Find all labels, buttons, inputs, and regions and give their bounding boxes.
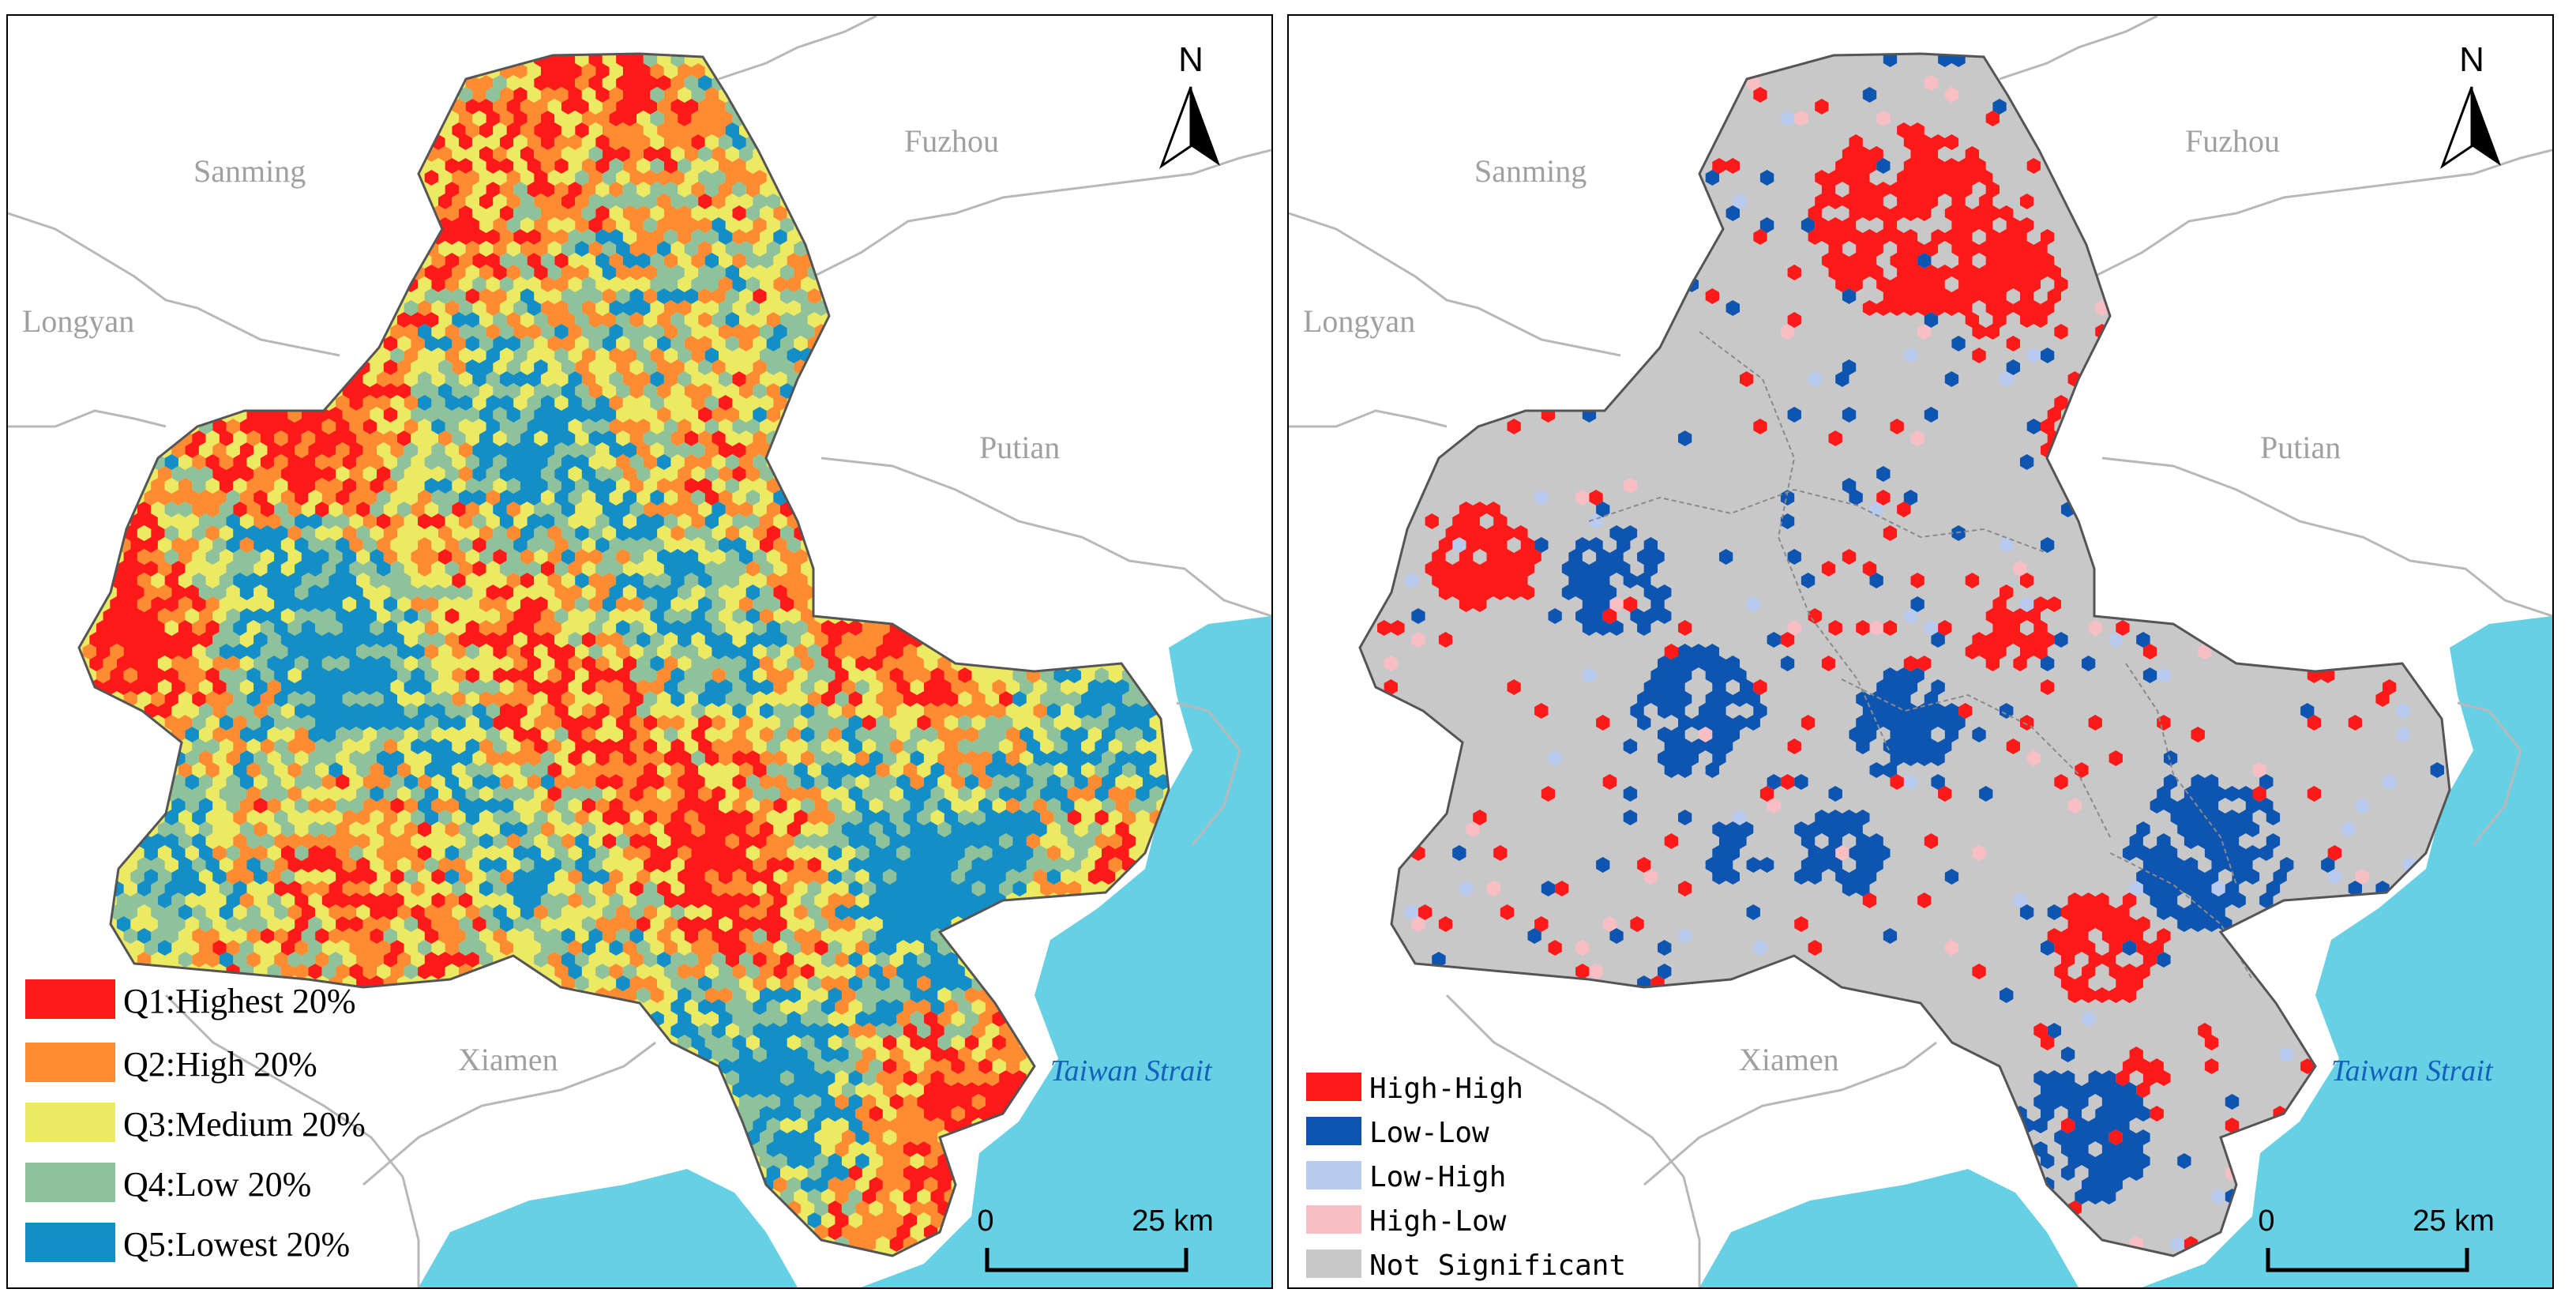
legend-swatch	[1306, 1117, 1361, 1145]
scale-end-label: 25 km	[2413, 1204, 2494, 1238]
legend-swatch	[25, 1103, 115, 1142]
legend: Q1:Highest 20% Q2:High 20% Q3:Medium 20%…	[25, 979, 366, 1264]
legend-label: Not Significant	[1369, 1250, 1626, 1282]
legend-label: Q5:Lowest 20%	[123, 1225, 350, 1264]
city-label-fuzhou: Fuzhou	[2185, 123, 2280, 159]
legend-item-q5: Q5:Lowest 20%	[25, 1223, 350, 1264]
legend-swatch	[25, 1223, 115, 1262]
north-letter: N	[1178, 40, 1204, 79]
north-arrow-icon	[2472, 87, 2501, 166]
scale-start-label: 0	[2258, 1204, 2274, 1238]
city-labels: Sanming Fuzhou Longyan Putian Xiamen	[1303, 123, 2341, 1077]
county-boundaries	[1588, 331, 2253, 980]
admin-boundaries	[8, 16, 1271, 1287]
legend-swatch	[25, 1163, 115, 1202]
legend-item-high-low: High-Low	[1306, 1205, 1507, 1238]
legend-label: High-High	[1369, 1073, 1523, 1105]
legend-label: Q2:High 20%	[123, 1045, 317, 1084]
legend-item-q4: Q4:Low 20%	[25, 1163, 311, 1204]
scale-bar-line	[985, 1248, 1188, 1272]
scale-bar: 0 25 km	[2258, 1204, 2495, 1272]
legend-swatch	[1306, 1250, 1361, 1278]
legend-item-high-high: High-High	[1306, 1073, 1523, 1105]
legend-label: Low-High	[1369, 1161, 1506, 1193]
map-panel-lisa: Sanming Fuzhou Longyan Putian Xiamen Tai…	[1287, 14, 2554, 1289]
hexagon-grid-quintiles	[82, 54, 1169, 1252]
hexagons-q2	[82, 63, 1164, 1252]
north-arrow-icon	[1191, 87, 1220, 166]
legend-label: Low-Low	[1369, 1117, 1489, 1149]
legend-swatch	[25, 1043, 115, 1082]
city-label-fuzhou: Fuzhou	[904, 123, 999, 159]
city-labels: Sanming Fuzhou Longyan Putian Xiamen	[22, 123, 1060, 1077]
strait-label: Taiwan Strait	[1050, 1054, 1213, 1088]
legend-item-q1: Q1:Highest 20%	[25, 979, 356, 1020]
hexagons-low-low	[1411, 54, 2444, 1204]
legend-swatch	[1306, 1073, 1361, 1101]
legend-swatch	[1306, 1205, 1361, 1234]
city-label-longyan: Longyan	[1303, 303, 1415, 339]
city-label-sanming: Sanming	[1474, 153, 1587, 189]
scale-bar-line	[2266, 1248, 2469, 1272]
city-label-putian: Putian	[979, 430, 1060, 465]
admin-boundaries	[1289, 16, 2552, 1287]
scale-bar: 0 25 km	[977, 1204, 1214, 1272]
legend-label: Q1:Highest 20%	[123, 982, 356, 1020]
legend-label: Q4:Low 20%	[123, 1165, 311, 1204]
city-label-xiamen: Xiamen	[1739, 1042, 1839, 1077]
hexagons-not-significant	[1363, 54, 2450, 1252]
hexagons-q5	[110, 75, 1169, 1228]
north-arrow: N	[1158, 40, 1220, 169]
north-arrow: N	[2439, 40, 2501, 169]
legend-item-not-significant: Not Significant	[1306, 1250, 1626, 1282]
city-label-putian: Putian	[2260, 430, 2341, 465]
legend-swatch	[25, 979, 115, 1019]
sea-area	[419, 616, 1271, 1287]
legend-label: High-Low	[1369, 1205, 1507, 1238]
legend-label: Q3:Medium 20%	[123, 1105, 366, 1144]
city-label-sanming: Sanming	[193, 153, 306, 189]
legend-item-low-low: Low-Low	[1306, 1117, 1489, 1149]
city-label-longyan: Longyan	[22, 303, 134, 339]
scale-start-label: 0	[977, 1204, 993, 1238]
city-label-xiamen: Xiamen	[458, 1042, 558, 1077]
map-panel-quintile: Sanming Fuzhou Longyan Putian Xiamen Tai…	[6, 14, 1273, 1289]
sea-area	[1699, 616, 2552, 1287]
legend-swatch	[1306, 1161, 1361, 1189]
legend-item-q2: Q2:High 20%	[25, 1043, 317, 1084]
strait-label: Taiwan Strait	[2331, 1054, 2494, 1088]
north-letter: N	[2459, 40, 2484, 79]
hexagon-grid-lisa	[1363, 54, 2450, 1252]
legend: High-High Low-Low Low-High High-Low Not …	[1306, 1073, 1626, 1282]
hexagons-q3	[116, 54, 1169, 1252]
legend-item-q3: Q3:Medium 20%	[25, 1103, 366, 1144]
scale-end-label: 25 km	[1132, 1204, 1213, 1238]
legend-item-low-high: Low-High	[1306, 1161, 1506, 1193]
